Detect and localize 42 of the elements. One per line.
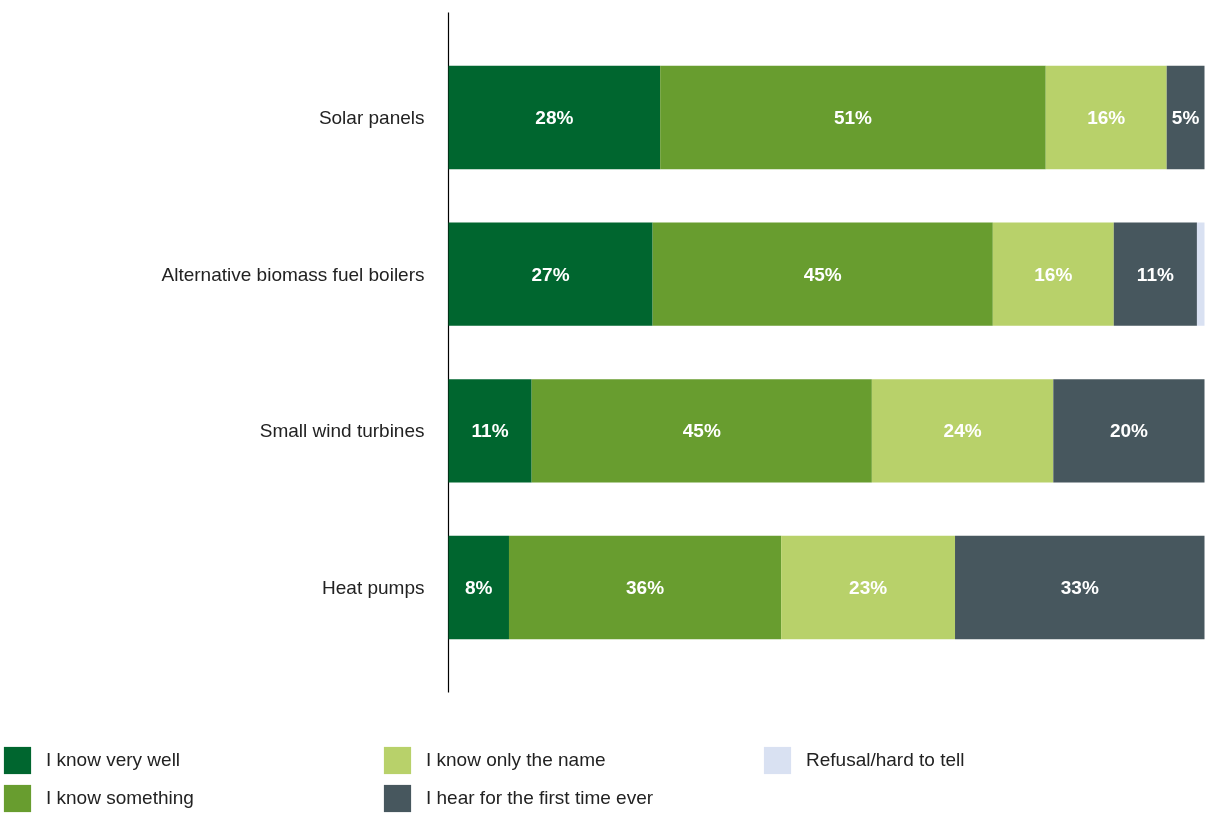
data-label: 11% [471,420,509,442]
bar [871,379,1054,483]
legend-label: I know only the name [426,749,607,771]
bar [448,65,661,170]
legend-label: I know very well [46,749,182,771]
data-label: 33% [1060,577,1099,599]
legend-label: I hear for the first time ever [426,787,655,809]
bar [448,535,509,640]
data-label: 11% [1136,263,1174,285]
data-label: 28% [535,106,574,128]
legend-label: I know something [46,787,195,809]
bar [660,65,1046,170]
data-label: 16% [1087,106,1126,128]
bar [992,222,1114,326]
bar [508,535,782,640]
bar [448,379,532,483]
data-label: 45% [803,263,842,285]
y-tick-label: Solar panels [318,106,425,128]
bar [1053,379,1205,483]
bar [1113,222,1197,326]
data-label: 45% [682,420,721,442]
y-tick-label: Heat pumps [322,577,425,599]
data-label: 20% [1109,420,1149,442]
bar [955,535,1205,640]
y-tick-label: Small wind turbines [259,420,425,442]
bar [652,222,993,326]
legend-label: Refusal/hard to tell [806,749,966,771]
bar [448,222,653,326]
data-label: 23% [849,577,888,599]
data-label: 36% [626,577,665,599]
bar [1166,65,1205,170]
data-label: 27% [531,263,570,285]
data-label: 16% [1034,263,1073,285]
data-label: 24% [943,420,982,442]
data-label: 5% [1171,106,1200,128]
bar [1196,222,1205,326]
bar [531,379,872,483]
y-tick-label: Alternative biomass fuel boilers [161,263,425,285]
data-label: 8% [465,577,493,599]
data-label: 51% [833,106,873,128]
bar [781,535,956,640]
bar [1045,65,1167,170]
